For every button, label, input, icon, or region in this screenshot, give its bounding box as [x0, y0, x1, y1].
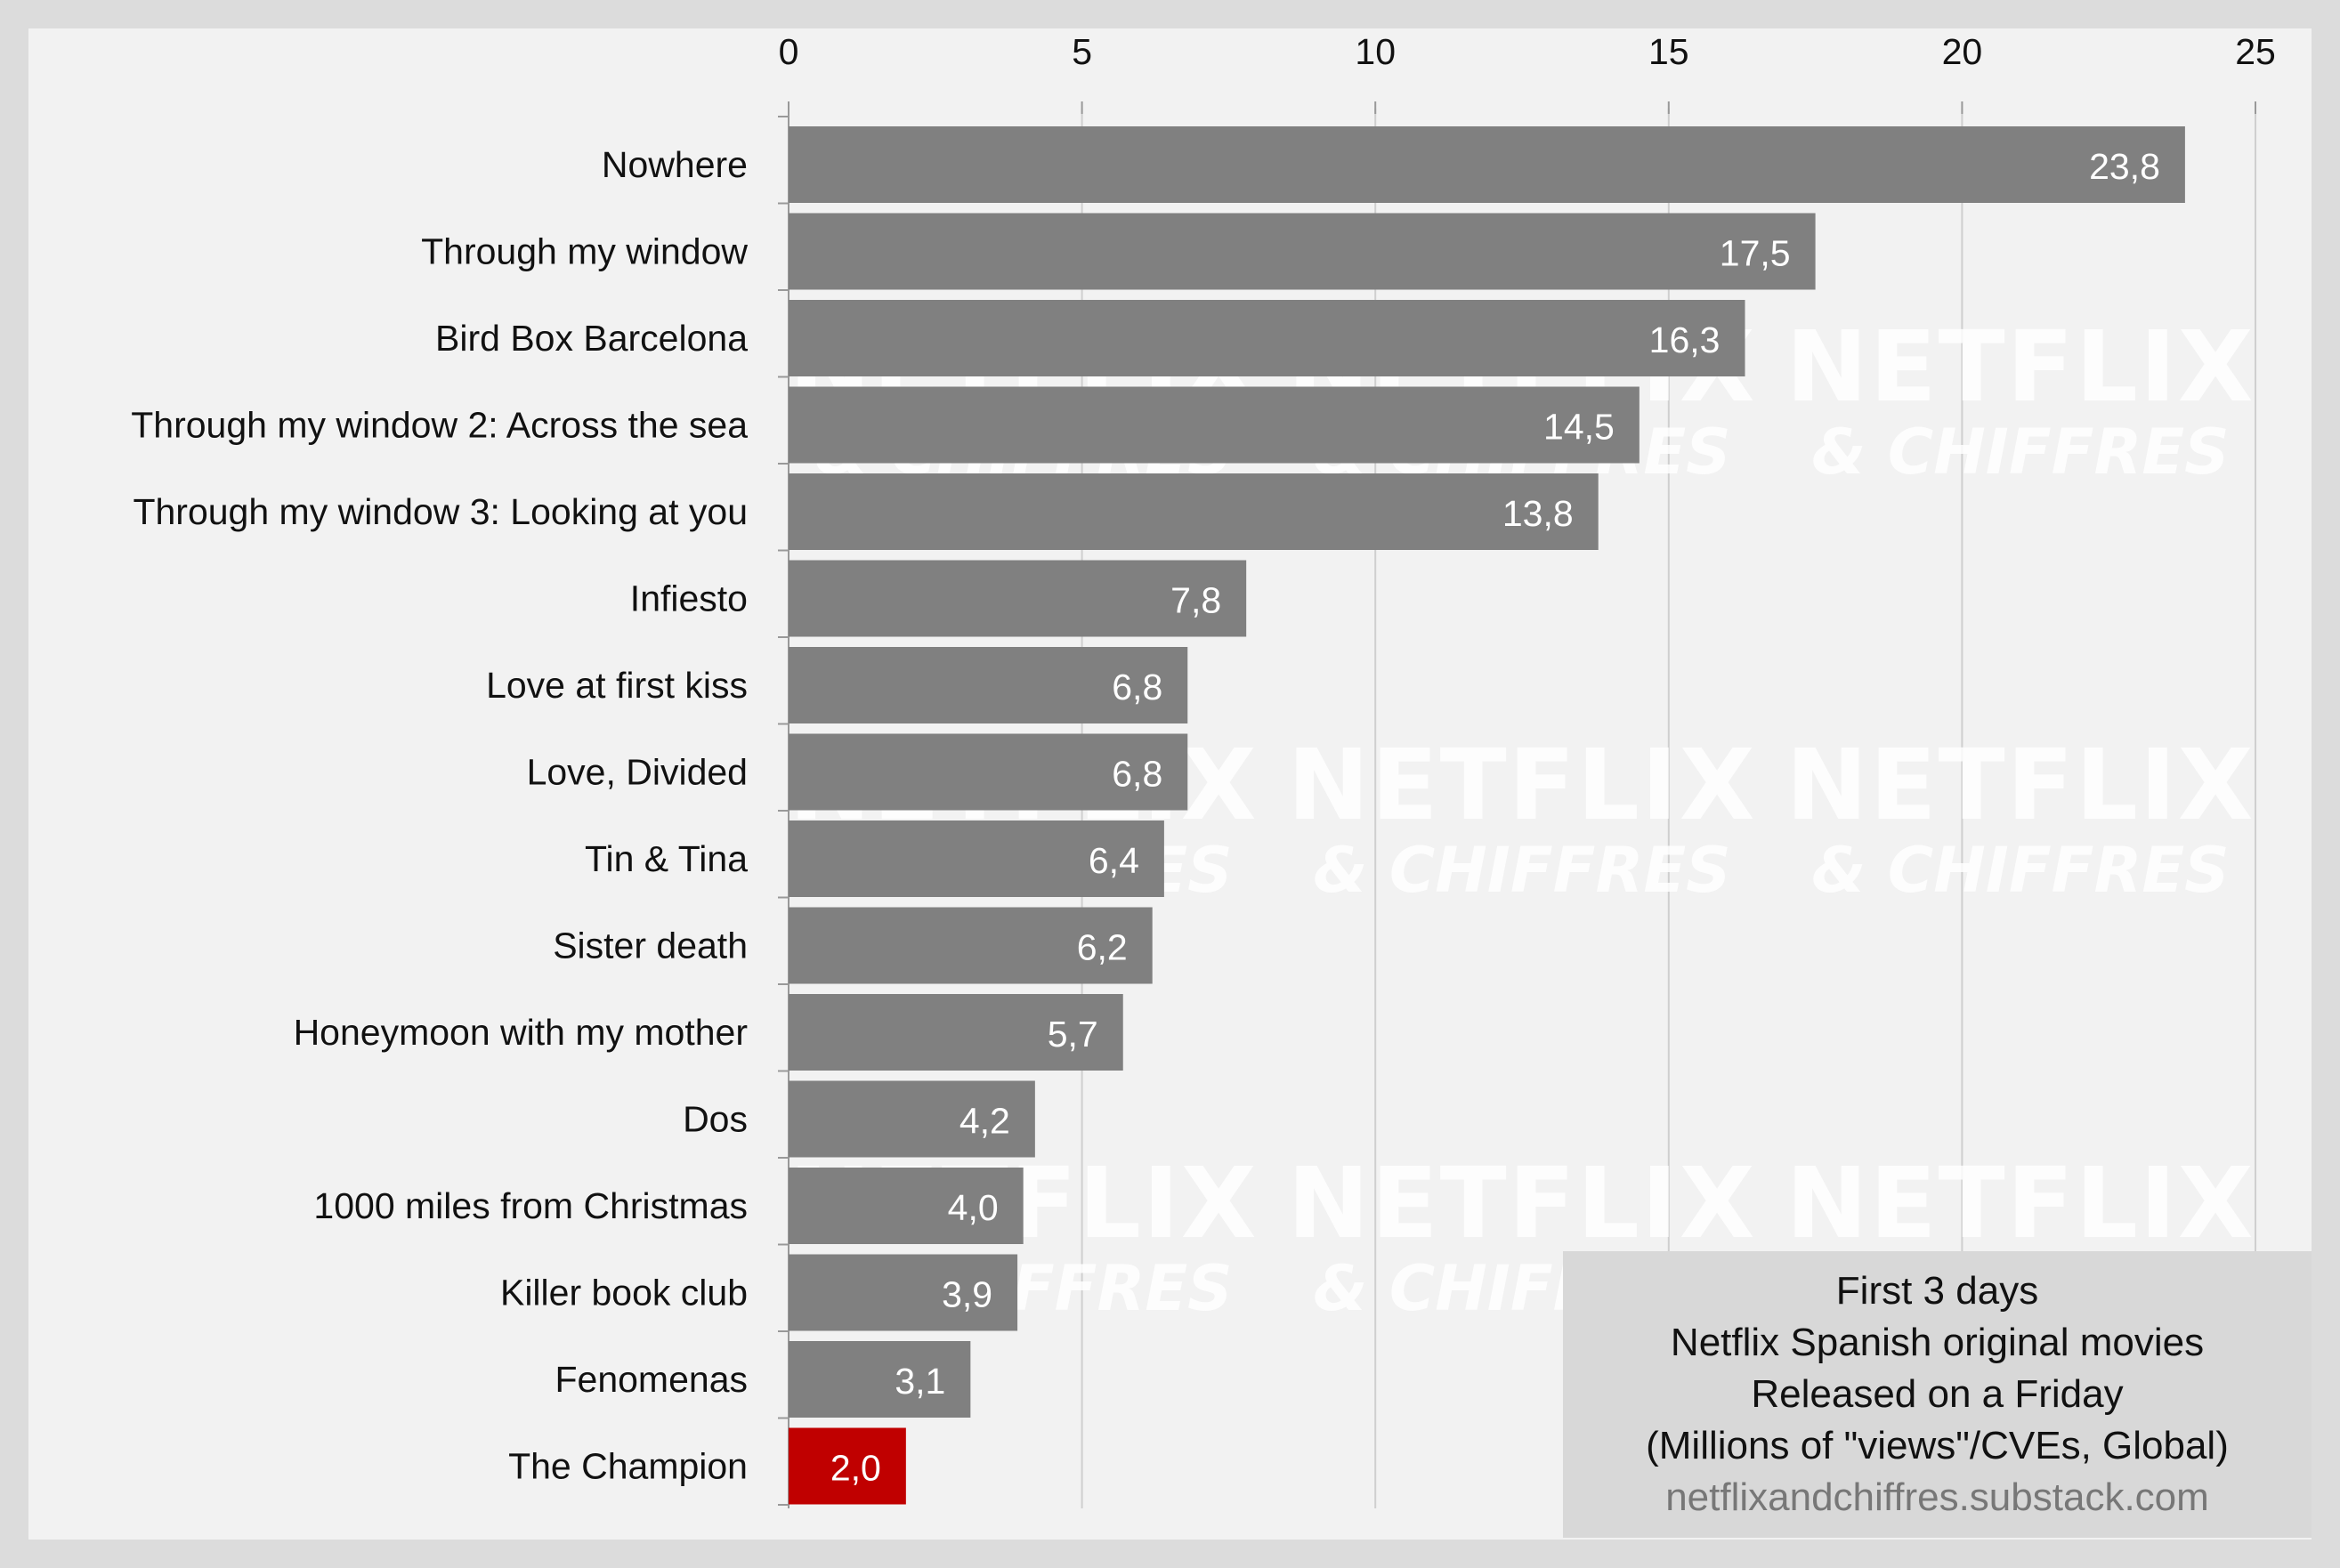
watermark-subtitle: & CHIFFRES: [1811, 834, 2229, 907]
value-labels: 23,8 17,5 16,3 14,5 13,8 7,8 6,8 6,8 6,4 6,2 5,7 4,…: [830, 146, 2160, 1489]
category-label: Dos: [683, 1099, 748, 1140]
x-tick-label: 15: [1648, 31, 1689, 72]
bar: [789, 126, 2185, 203]
category-label: Sister death: [553, 925, 748, 966]
category-label: The Champion: [508, 1446, 748, 1487]
legend-line-period: First 3 days: [1835, 1269, 2039, 1313]
category-label: Through my window: [421, 231, 748, 272]
value-label: 14,5: [1543, 407, 1615, 448]
x-tick-label: 5: [1072, 31, 1092, 72]
category-label: Honeymoon with my mother: [294, 1012, 748, 1053]
bar: [789, 473, 1599, 550]
x-axis-ticks: 0 5 10 15 20 25: [779, 31, 2276, 72]
watermark-title: NETFLIX: [1785, 310, 2255, 424]
bar: [789, 1341, 971, 1418]
watermark-subtitle: & CHIFFRES: [1313, 834, 1730, 907]
category-labels: Nowhere Through my window Bird Box Barcelo…: [131, 144, 748, 1487]
legend-line-units: (Millions of "views"/CVEs, Global): [1646, 1424, 2229, 1467]
watermark-title: NETFLIX: [1287, 728, 1756, 842]
category-label: Through my window 2: Across the sea: [131, 405, 748, 446]
value-label: 3,1: [895, 1361, 945, 1402]
legend-line-release: Released on a Friday: [1751, 1372, 2124, 1416]
category-label: Love, Divided: [527, 752, 748, 793]
category-label: Killer book club: [500, 1273, 748, 1313]
bar: [789, 386, 1640, 464]
x-tick-label: 0: [779, 31, 799, 72]
x-tick-label: 10: [1355, 31, 1396, 72]
category-label: Love at first kiss: [486, 665, 748, 706]
source-credit: netflixandchiffres.substack.com: [1665, 1475, 2209, 1519]
value-label: 4,2: [959, 1101, 1010, 1142]
category-label: 1000 miles from Christmas: [313, 1185, 748, 1226]
x-tick-label: 20: [1942, 31, 1983, 72]
watermark-logo: NETFLIX& CHIFFRES: [1287, 728, 1756, 907]
value-label: 6,8: [1112, 754, 1162, 795]
value-label: 6,8: [1112, 667, 1162, 707]
category-label: Tin & Tina: [585, 838, 748, 879]
bar: [789, 1080, 1035, 1158]
value-label: 23,8: [2089, 146, 2160, 187]
value-label: 13,8: [1502, 493, 1574, 534]
bar: [789, 647, 1188, 723]
bar: [789, 994, 1123, 1071]
legend-line-scope: Netflix Spanish original movies: [1670, 1321, 2205, 1364]
bar: [789, 907, 1153, 984]
bar: [789, 1168, 1024, 1244]
value-label: 5,7: [1048, 1014, 1098, 1055]
value-label: 6,4: [1089, 840, 1139, 881]
watermark-logo: NETFLIX& CHIFFRES: [1785, 728, 2255, 907]
value-label: 17,5: [1720, 233, 1791, 274]
bar: [789, 300, 1745, 376]
value-label: 4,0: [948, 1187, 999, 1228]
category-label: Bird Box Barcelona: [435, 318, 748, 359]
value-label: 2,0: [830, 1448, 881, 1489]
value-label: 16,3: [1649, 319, 1721, 360]
bar: [789, 1254, 1018, 1331]
bars: [789, 126, 2185, 1505]
watermark-subtitle: & CHIFFRES: [1811, 416, 2229, 489]
value-label: 3,9: [942, 1274, 992, 1315]
watermark-title: NETFLIX: [1287, 1146, 1756, 1260]
bar: [789, 820, 1164, 897]
watermark-title: NETFLIX: [1785, 728, 2255, 842]
bar: [789, 560, 1247, 637]
bar: [789, 1427, 906, 1505]
bar: [789, 733, 1188, 811]
watermark-title: NETFLIX: [1785, 1146, 2255, 1260]
watermark-logo: NETFLIX& CHIFFRES: [1785, 310, 2255, 489]
category-label: Infiesto: [630, 578, 748, 619]
category-label: Through my window 3: Looking at you: [133, 491, 748, 532]
legend-box: First 3 days Netflix Spanish original mo…: [1563, 1251, 2312, 1538]
category-label: Fenomenas: [555, 1359, 748, 1400]
category-label: Nowhere: [602, 144, 748, 185]
bar: [789, 213, 1816, 290]
value-label: 7,8: [1170, 580, 1221, 621]
x-tick-label: 25: [2235, 31, 2276, 72]
value-label: 6,2: [1077, 927, 1128, 968]
